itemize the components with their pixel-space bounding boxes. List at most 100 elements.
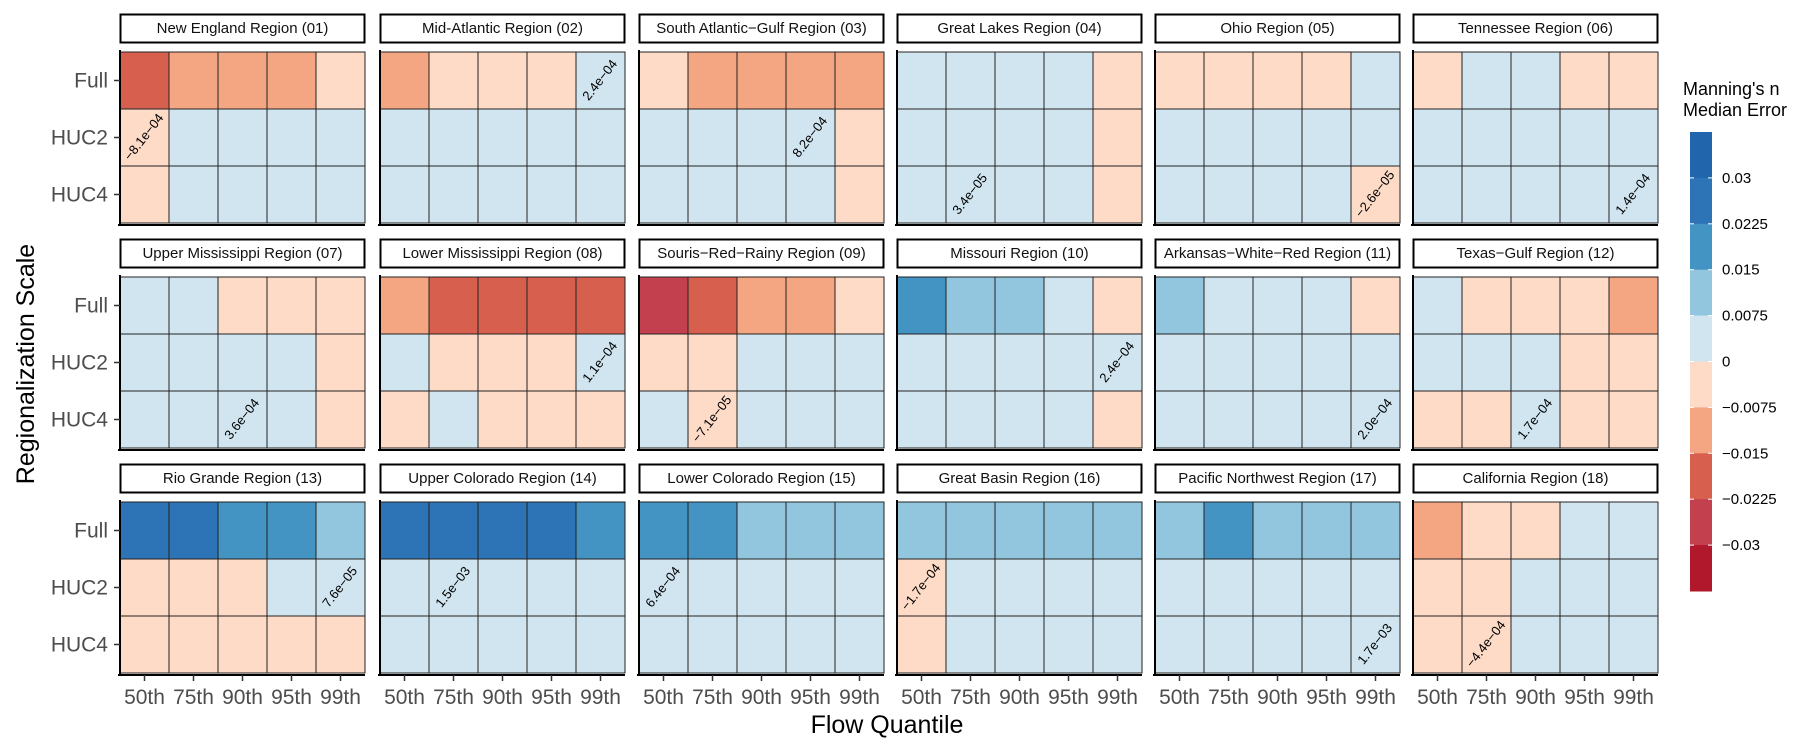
heatmap-cell xyxy=(896,615,947,674)
heatmap-cell xyxy=(379,615,430,674)
legend-color-bin xyxy=(1690,223,1712,271)
heatmap-cell xyxy=(1559,276,1610,335)
facet-panel: Mid-Atlantic Region (02)2.4e−04 xyxy=(378,13,626,226)
facet-panel: Great Lakes Region (04)3.4e−05 xyxy=(895,13,1143,226)
heatmap-cell xyxy=(1559,51,1610,110)
facet-panel: Arkansas−White−Red Region (11)2.0e−04 xyxy=(1153,238,1401,451)
heatmap-cell xyxy=(1203,333,1254,392)
heatmap-cell xyxy=(1252,615,1303,674)
heatmap-cell xyxy=(945,51,996,110)
legend-tick-label: −0.015 xyxy=(1722,445,1768,462)
heatmap-cell xyxy=(736,276,787,335)
heatmap-cell xyxy=(575,390,626,449)
facet-title: New England Region (01) xyxy=(157,20,329,37)
heatmap-cell xyxy=(379,51,430,110)
heatmap-cell xyxy=(575,51,626,110)
facet-panel: Texas−Gulf Region (12)1.7e−04 xyxy=(1411,238,1659,451)
heatmap-cell xyxy=(379,276,430,335)
heatmap-cell xyxy=(1350,276,1401,335)
heatmap-cell xyxy=(1350,558,1401,617)
x-tick-label: 50th xyxy=(901,686,942,709)
heatmap-cell xyxy=(168,558,219,617)
heatmap-cell xyxy=(1461,51,1512,110)
heatmap-cell xyxy=(736,165,787,224)
heatmap-cell xyxy=(1043,51,1094,110)
heatmap-cell xyxy=(526,333,577,392)
legend-color-bin xyxy=(1690,177,1712,225)
heatmap-cell xyxy=(1043,558,1094,617)
heatmap-cell xyxy=(477,390,528,449)
heatmap-cell xyxy=(1043,390,1094,449)
y-tick-label: Full xyxy=(74,295,108,318)
heatmap-cell xyxy=(896,276,947,335)
legend-color-bin xyxy=(1690,545,1712,592)
heatmap-cell xyxy=(477,558,528,617)
heatmap-cell xyxy=(945,276,996,335)
heatmap-cell xyxy=(785,390,836,449)
heatmap-cell xyxy=(785,501,836,560)
heatmap-cell xyxy=(834,558,885,617)
heatmap-cell xyxy=(477,51,528,110)
heatmap-cell xyxy=(477,333,528,392)
heatmap-cell xyxy=(1412,108,1463,167)
heatmap-cell xyxy=(1608,390,1659,449)
heatmap-cell xyxy=(266,51,317,110)
x-tick-label: 50th xyxy=(1159,686,1200,709)
x-tick-label: 90th xyxy=(1257,686,1298,709)
heatmap-cell xyxy=(1350,615,1401,674)
heatmap-cell xyxy=(1608,108,1659,167)
heatmap-cell xyxy=(315,501,366,560)
y-tick-label: HUC2 xyxy=(51,577,108,600)
heatmap-cell xyxy=(1559,615,1610,674)
heatmap-cell xyxy=(1461,501,1512,560)
heatmap-cell xyxy=(1461,558,1512,617)
heatmap-cell xyxy=(168,165,219,224)
heatmap-cell xyxy=(1043,615,1094,674)
y-tick-label: HUC4 xyxy=(51,409,108,432)
x-tick-label: 95th xyxy=(531,686,572,709)
heatmap-cell xyxy=(168,390,219,449)
heatmap-cell xyxy=(1154,333,1205,392)
x-tick-label: 95th xyxy=(271,686,312,709)
heatmap-cell xyxy=(315,51,366,110)
facet-title: Great Lakes Region (04) xyxy=(937,20,1101,37)
heatmap-cell xyxy=(687,615,738,674)
heatmap-cell xyxy=(1252,333,1303,392)
heatmap-cell xyxy=(428,165,479,224)
legend-color-bin xyxy=(1690,315,1712,362)
heatmap-cell xyxy=(638,501,689,560)
heatmap-cell xyxy=(379,390,430,449)
facet-strip xyxy=(1154,13,1401,44)
facet-title: Arkansas−White−Red Region (11) xyxy=(1164,245,1391,262)
legend-color-bin xyxy=(1690,453,1712,500)
heatmap-cell xyxy=(575,558,626,617)
heatmap-cell xyxy=(687,276,738,335)
heatmap-cell xyxy=(428,51,479,110)
heatmap-cell xyxy=(1461,165,1512,224)
heatmap-cell xyxy=(315,333,366,392)
x-tick-label: 95th xyxy=(1048,686,1089,709)
x-tick-label: 50th xyxy=(384,686,425,709)
heatmap-cell xyxy=(1559,333,1610,392)
heatmap-cell xyxy=(477,108,528,167)
heatmap-cell xyxy=(315,615,366,674)
heatmap-cell xyxy=(1350,165,1401,224)
heatmap-cell xyxy=(1154,390,1205,449)
heatmap-cell xyxy=(1412,51,1463,110)
heatmap-cell xyxy=(119,333,170,392)
heatmap-cell xyxy=(1412,165,1463,224)
heatmap-cell xyxy=(994,165,1045,224)
heatmap-cell xyxy=(1350,51,1401,110)
heatmap-cell xyxy=(526,276,577,335)
heatmap-cell xyxy=(1154,615,1205,674)
facet-strip xyxy=(119,463,366,494)
facet-strip xyxy=(1154,463,1401,494)
heatmap-cell xyxy=(994,276,1045,335)
legend-title: Median Error xyxy=(1683,100,1787,120)
facet-title: South Atlantic−Gulf Region (03) xyxy=(656,20,867,37)
heatmap-cell xyxy=(945,108,996,167)
heatmap-cell xyxy=(638,615,689,674)
facet-title: Missouri Region (10) xyxy=(950,245,1088,262)
heatmap-cell xyxy=(1350,108,1401,167)
facet-strip xyxy=(638,238,885,269)
